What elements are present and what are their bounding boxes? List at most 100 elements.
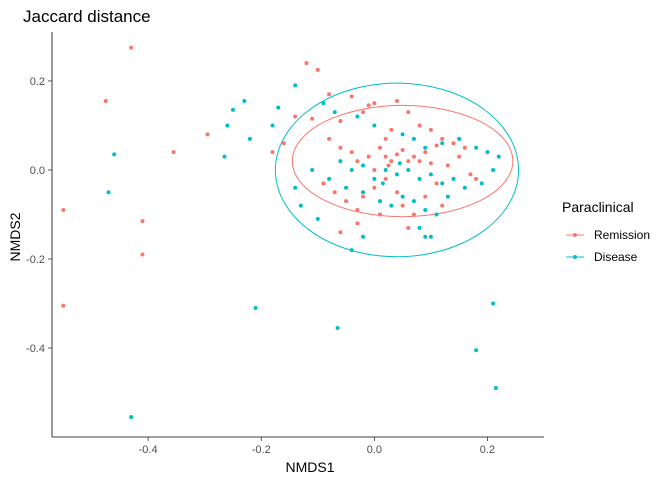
remission-point (378, 212, 382, 217)
disease-point (491, 167, 496, 172)
remission-point (293, 114, 298, 119)
remission-point (406, 225, 411, 230)
remission-point (355, 221, 360, 226)
disease-legend-label: Disease (594, 250, 638, 264)
disease-point (411, 136, 416, 141)
remission-point (344, 199, 349, 204)
disease-point (129, 414, 134, 419)
legend: Paraclinical Remission Disease (562, 199, 650, 264)
disease-point (428, 172, 433, 177)
disease-point (457, 136, 462, 141)
x-axis-title: NMDS1 (285, 459, 334, 475)
disease-point (372, 123, 377, 128)
remission-point (338, 145, 343, 150)
disease-point (451, 176, 456, 181)
disease-point (423, 234, 428, 239)
remission-point (423, 194, 428, 199)
disease-ellipse (274, 82, 520, 258)
remission-point (440, 203, 445, 208)
disease-point (310, 167, 315, 172)
remission-point (332, 190, 337, 195)
remission-point (338, 119, 343, 124)
plot-area (51, 32, 544, 438)
y-tick-label: -0.2 (26, 254, 45, 266)
remission-point (321, 181, 326, 186)
x-tick-label: -0.2 (252, 444, 271, 456)
remission-point (315, 67, 320, 72)
x-tick-label: -0.4 (139, 444, 158, 456)
disease-point (411, 199, 416, 204)
disease-point (445, 194, 450, 199)
remission-point (129, 45, 134, 50)
disease-point (383, 167, 388, 172)
remission-legend-marker (573, 233, 577, 237)
remission-point (372, 167, 377, 172)
remission-point (400, 147, 405, 152)
disease-point (293, 185, 298, 190)
remission-point (383, 154, 388, 159)
disease-point (253, 305, 258, 310)
remission-point (400, 203, 405, 208)
remission-point (372, 101, 377, 106)
remission-point (366, 103, 371, 108)
disease-point (397, 161, 402, 166)
disease-point (474, 348, 479, 353)
remission-point (366, 154, 371, 159)
remission-point (445, 163, 450, 168)
y-tick-label: 0.2 (30, 76, 45, 88)
remission-point (327, 92, 332, 97)
y-tick-label: 0.0 (30, 165, 45, 177)
remission-point (304, 61, 309, 66)
remission-point (394, 190, 399, 195)
remission-legend-label: Remission (594, 228, 650, 242)
remission-point (349, 94, 354, 99)
remission-point (361, 110, 366, 115)
disease-point (242, 98, 247, 103)
disease-point (230, 107, 235, 112)
x-axis-ticks: -0.4 -0.2 0.0 0.2 (139, 437, 495, 456)
disease-point (493, 386, 498, 391)
remission-point (103, 98, 108, 103)
chart-title: Jaccard distance (23, 7, 151, 26)
disease-point (400, 194, 405, 199)
disease-point (400, 132, 405, 137)
remission-point (378, 145, 382, 150)
remission-point (428, 127, 433, 132)
remission-point (355, 159, 360, 164)
remission-point (440, 136, 445, 141)
x-tick-label: 0.0 (367, 444, 382, 456)
disease-point (106, 190, 111, 195)
disease-point (361, 234, 366, 239)
disease-point (276, 105, 281, 110)
remission-point (372, 185, 377, 190)
remission-point (270, 150, 275, 155)
remission-point (383, 136, 388, 141)
remission-point (417, 123, 422, 128)
remission-point (281, 141, 286, 146)
disease-point (434, 212, 439, 217)
disease-point (423, 145, 428, 150)
data-points (61, 45, 501, 419)
remission-point (411, 154, 416, 159)
disease-point (394, 172, 399, 177)
disease-point (293, 83, 298, 88)
disease-point (361, 190, 366, 195)
remission-point (361, 194, 366, 199)
disease-point (378, 199, 382, 204)
disease-point (222, 154, 227, 159)
confidence-ellipses (274, 82, 520, 258)
disease-point (440, 181, 445, 186)
disease-point (349, 167, 354, 172)
disease-point (479, 181, 484, 186)
disease-point (332, 110, 337, 115)
disease-point (372, 176, 377, 181)
remission-point (474, 176, 479, 181)
disease-point (496, 154, 501, 159)
remission-point (451, 141, 456, 146)
remission-point (338, 230, 343, 235)
disease-point (440, 141, 445, 146)
disease-point (327, 176, 332, 181)
disease-point (417, 225, 422, 230)
remission-point (468, 172, 473, 177)
